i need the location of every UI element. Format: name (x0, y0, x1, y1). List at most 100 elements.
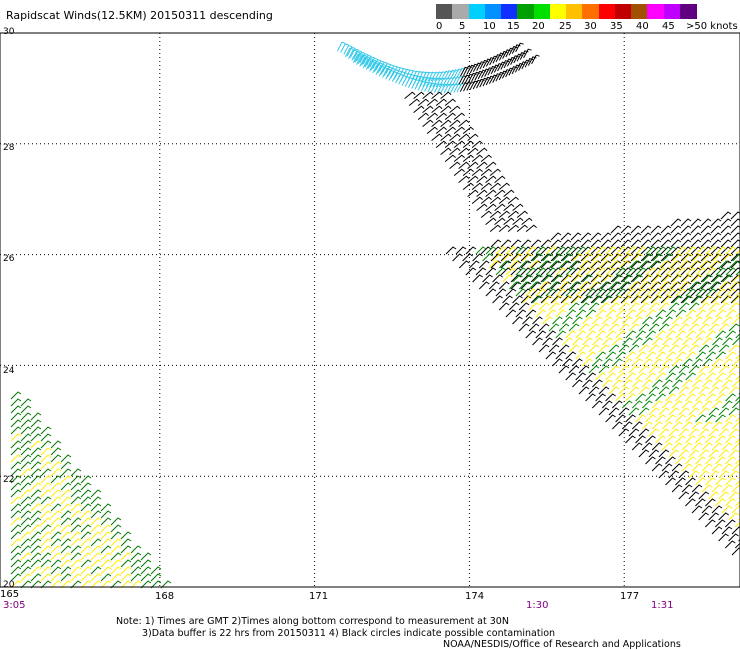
eastern-yellow-barb (682, 337, 693, 346)
eastern-yellow-barb (688, 449, 700, 458)
eastern-yellow-barb (582, 358, 593, 367)
eastern-black-barb (710, 288, 722, 297)
eastern-yellow-barb (488, 260, 500, 269)
southwest-green-barb (20, 412, 32, 421)
eastern-yellow-barb (575, 267, 587, 276)
southwest-yellow-barb (20, 531, 32, 540)
eastern-black-barb (558, 365, 570, 374)
eastern-black-barb (530, 295, 542, 304)
eastern-yellow-barb (575, 288, 587, 297)
eastern-black-barb (660, 274, 672, 283)
eastern-black-barb (508, 302, 520, 311)
eastern-black-barb (720, 288, 732, 297)
eastern-yellow-barb (712, 295, 723, 304)
southwest-yellow-barb (90, 545, 102, 554)
eastern-black-barb (485, 288, 497, 297)
eastern-yellow-barb (545, 246, 557, 255)
eastern-yellow-barb (655, 288, 667, 297)
eastern-black-barb (670, 281, 682, 290)
southwest-green-barb (30, 517, 42, 526)
eastern-black-barb (472, 253, 483, 262)
southwest-green-barb (60, 468, 72, 477)
eastern-yellow-barb (702, 379, 713, 388)
eastern-yellow-barb (671, 421, 683, 430)
eastern-black-barb (520, 239, 532, 248)
eastern-yellow-barb (675, 456, 686, 465)
eastern-green-barb (655, 393, 666, 402)
southwest-green-barb (10, 531, 22, 540)
eastern-black-barb (494, 175, 506, 183)
eastern-yellow-barb (655, 435, 666, 444)
eastern-black-barb (550, 246, 562, 255)
eastern-green-barb (628, 407, 640, 416)
eastern-green-barb (638, 407, 650, 416)
eastern-green-barb (535, 267, 547, 276)
eastern-yellow-barb (655, 372, 666, 381)
eastern-yellow-barb (625, 309, 637, 318)
southwest-green-barb (20, 566, 32, 575)
eastern-black-barb (670, 246, 682, 255)
eastern-black-barb (467, 161, 479, 169)
eastern-green-barb (665, 246, 677, 255)
southwest-yellow-barb (100, 552, 112, 561)
southwest-yellow-barb (10, 433, 22, 442)
eastern-black-barb (490, 260, 502, 269)
eastern-black-barb (449, 133, 461, 141)
eastern-green-barb (688, 281, 700, 290)
eastern-black-barb (590, 239, 602, 248)
southwest-green-barb (50, 454, 62, 463)
eastern-black-barb (730, 260, 740, 269)
eastern-black-barb (476, 189, 488, 197)
eastern-black-barb (490, 239, 502, 248)
eastern-yellow-barb (695, 435, 706, 444)
eastern-green-barb (702, 274, 713, 283)
eastern-black-barb (578, 365, 590, 374)
southwest-green-barb (40, 433, 52, 442)
southwest-yellow-barb (40, 475, 52, 484)
eastern-green-barb (668, 302, 680, 311)
northern-arc-cyan-barb (346, 46, 356, 57)
eastern-black-barb (650, 232, 662, 241)
southwest-yellow-barb (20, 489, 32, 498)
eastern-black-barb (710, 295, 722, 304)
eastern-yellow-barb (615, 330, 627, 339)
southwest-yellow-barb (50, 510, 62, 519)
eastern-yellow-barb (735, 354, 740, 360)
eastern-black-barb (472, 274, 483, 283)
eastern-black-barb (620, 246, 632, 255)
eastern-black-barb (449, 147, 461, 155)
eastern-yellow-barb (712, 379, 723, 388)
eastern-yellow-barb (522, 295, 533, 304)
southwest-yellow-barb (130, 580, 142, 589)
eastern-yellow-barb (695, 309, 707, 318)
southwest-green-barb (110, 517, 122, 526)
southwest-yellow-barb (50, 482, 62, 491)
eastern-green-barb (725, 393, 736, 402)
eastern-yellow-barb (705, 435, 716, 444)
southwest-yellow-barb (40, 566, 52, 575)
eastern-green-barb (698, 344, 710, 353)
eastern-green-barb (588, 302, 600, 311)
eastern-black-barb (458, 260, 470, 269)
eastern-black-barb (540, 281, 552, 290)
southwest-green-barb (30, 552, 42, 561)
eastern-yellow-barb (658, 302, 670, 311)
eastern-black-barb (540, 260, 552, 269)
southwest-yellow-barb (90, 552, 102, 561)
northern-arc-cyan-barb (414, 71, 424, 81)
eastern-green-barb (715, 267, 727, 276)
eastern-green-barb (695, 414, 706, 423)
eastern-black-barb (710, 246, 722, 255)
southwest-yellow-barb (10, 517, 22, 526)
southwest-green-barb (30, 433, 42, 442)
eastern-black-barb (490, 246, 502, 255)
southwest-yellow-barb (40, 573, 52, 582)
eastern-yellow-barb (728, 344, 740, 353)
southwest-green-barb (100, 573, 112, 582)
southwest-green-barb (20, 524, 32, 533)
eastern-yellow-barb (535, 288, 547, 297)
eastern-black-barb (455, 246, 467, 255)
legend-label-10: 10 (483, 21, 496, 32)
eastern-black-barb (510, 246, 522, 255)
eastern-green-barb (568, 323, 580, 332)
